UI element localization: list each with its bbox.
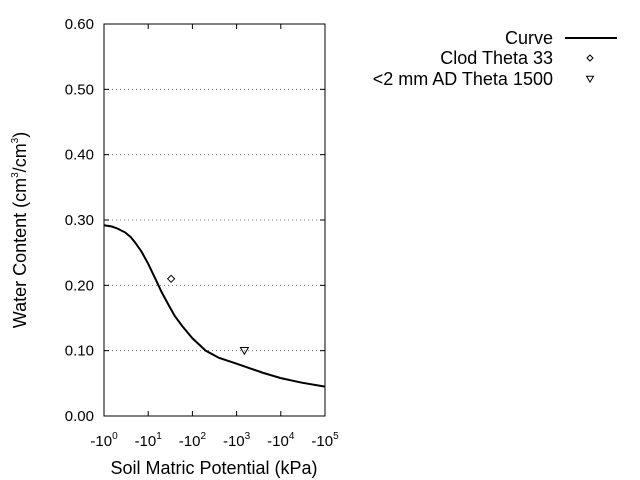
y-tick-label: 0.20 — [65, 277, 94, 294]
y-tick-label: 0.10 — [65, 343, 94, 360]
y-axis-title: Water Content (cm3/cm3) — [10, 132, 30, 329]
legend-label: Curve — [505, 28, 553, 48]
ad-theta-1500-point — [239, 346, 250, 356]
axis-ticks: 0.00 0.10 0.20 0.30 0.40 0.50 0.60 -100 -101 -102… — [65, 16, 339, 450]
x-tick-label: -103 — [223, 431, 251, 450]
curve-line — [103, 224, 326, 388]
x-tick-label: -102 — [179, 431, 207, 450]
y-tick-label: 0.50 — [65, 81, 94, 98]
y-tick-label: 0.30 — [65, 212, 94, 229]
x-tick-label: -101 — [135, 431, 163, 450]
legend-label: <2 mm AD Theta 1500 — [373, 69, 553, 89]
y-tick-label: 0.60 — [65, 16, 94, 33]
legend-diamond-symbol — [586, 54, 594, 62]
x-tick-label: -105 — [311, 431, 339, 450]
series-layer — [103, 224, 326, 388]
clod-theta-33-point — [166, 274, 176, 284]
plot-frame — [103, 23, 326, 417]
x-axis-title: Soil Matric Potential (kPa) — [110, 458, 317, 478]
x-tick-label: -104 — [267, 431, 295, 450]
y-tick-label: 0.40 — [65, 147, 94, 164]
y-tick-label: 0.00 — [65, 408, 94, 425]
x-tick-label: -100 — [90, 431, 118, 450]
legend-label: Clod Theta 33 — [440, 48, 553, 68]
legend-triangle-symbol — [585, 75, 595, 84]
grid-lines — [104, 88, 325, 352]
